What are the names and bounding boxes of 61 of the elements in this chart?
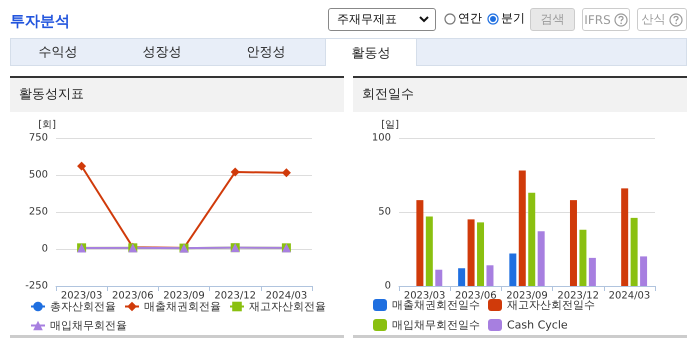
legend-label: 총자산회전율 — [50, 300, 116, 313]
legend-label: 매입채무회전율 — [50, 319, 127, 332]
y-axis-title: [일] — [381, 120, 400, 130]
bar — [477, 222, 484, 286]
x-tick-label: 2023/12 — [557, 290, 599, 302]
x-tick-label: 2023/03 — [60, 290, 102, 302]
bar — [486, 265, 494, 286]
text: 수익성 — [38, 44, 78, 62]
y-tick-label: 250 — [28, 206, 48, 218]
bar — [509, 253, 516, 286]
text: 주재무제표 — [328, 8, 436, 31]
bar — [538, 231, 545, 286]
text: 성장성 — [142, 44, 182, 62]
x-tick-label: 2023/06 — [455, 290, 497, 302]
bar — [468, 219, 475, 286]
bar — [621, 188, 628, 286]
bar — [458, 268, 466, 286]
text: 안정성 — [246, 44, 286, 62]
legend-label: 매출채권회전율 — [144, 300, 221, 313]
point — [282, 168, 291, 178]
text: 분기 — [501, 10, 525, 27]
x-tick-label: 2023/06 — [112, 290, 154, 302]
y-axis-title: [회] — [38, 120, 56, 130]
bar — [528, 192, 536, 286]
y-tick-label: 0 — [384, 280, 391, 292]
bar — [630, 218, 638, 286]
bar — [518, 170, 526, 286]
x-tick-label: 2023/03 — [404, 290, 446, 302]
bar — [588, 258, 596, 286]
bar — [579, 230, 586, 286]
legend-label: Cash Cycle — [507, 318, 568, 332]
y-tick-label: 100 — [372, 132, 391, 144]
x-tick-label: 2023/12 — [214, 290, 256, 302]
legend-label: 매출채권회전일수 — [392, 298, 480, 312]
text: 투자분석 — [10, 12, 70, 31]
chart-title: 회전일수 — [353, 78, 687, 112]
y-tick-label: 750 — [28, 132, 48, 144]
point — [230, 168, 240, 177]
legend-label: 매입채무회전일수 — [392, 318, 480, 332]
bar — [426, 216, 433, 286]
bar — [570, 200, 577, 286]
y-tick-label: 0 — [42, 244, 48, 254]
point — [77, 162, 86, 171]
x-tick-label: 2024/03 — [266, 290, 308, 302]
y-tick-label: 50 — [378, 206, 391, 218]
bar — [640, 256, 648, 286]
legend-label: 재고자산회전율 — [249, 300, 326, 313]
y-tick-label: 500 — [28, 170, 48, 180]
bar — [435, 270, 442, 286]
x-tick-label: 2023/09 — [506, 290, 548, 302]
text: 검색 — [530, 8, 575, 31]
text: 활동성 — [325, 38, 417, 66]
x-tick-label: 2024/03 — [608, 290, 650, 302]
text: IFRS — [584, 12, 611, 26]
text: 연간 — [458, 10, 482, 27]
x-tick-label: 2023/09 — [163, 290, 205, 302]
chart-title: 활동성지표 — [10, 78, 344, 112]
y-tick-label: -250 — [25, 280, 48, 292]
legend-label: 재고자산회전일수 — [507, 298, 595, 312]
text: 산식 — [642, 11, 666, 28]
bar — [416, 200, 424, 286]
